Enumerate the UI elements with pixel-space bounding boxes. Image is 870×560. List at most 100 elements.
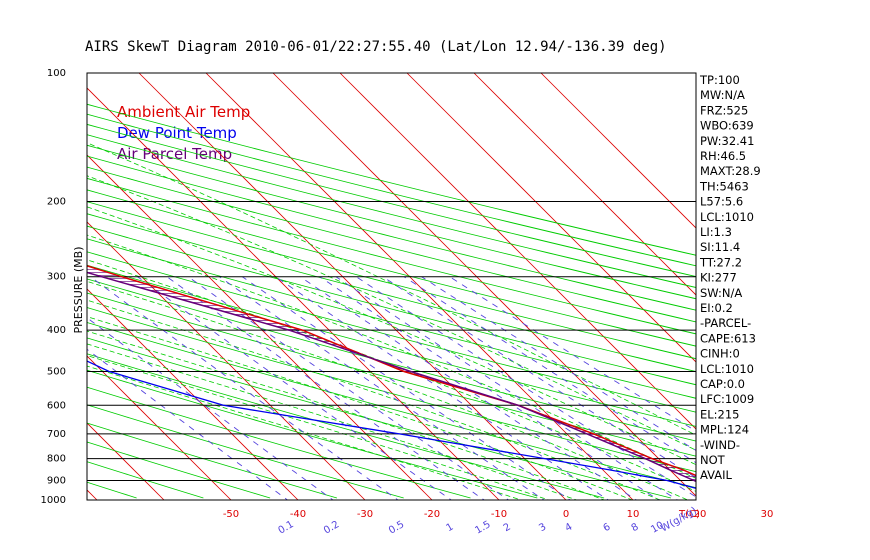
temp-tick-bottom: 30 <box>761 509 774 520</box>
dry-adiabat <box>87 144 696 300</box>
index-entry: LFC:1009 <box>700 392 754 406</box>
index-entry: SW:N/A <box>700 286 742 300</box>
pressure-tick-label: 300 <box>47 272 66 283</box>
mixing-ratio-tick: 3 <box>537 521 548 534</box>
dry-adiabat <box>87 369 538 499</box>
chart-title: AIRS SkewT Diagram 2010-06-01/22:27:55.4… <box>85 39 667 55</box>
mixing-ratio-tick: 0.2 <box>322 519 341 536</box>
isotherm-line <box>0 73 30 500</box>
index-entry: CAP:0.0 <box>700 377 745 391</box>
mixing-ratio-tick: 1.5 <box>473 519 492 536</box>
dry-adiabat <box>87 422 338 499</box>
pressure-tick-label: 1000 <box>41 495 66 506</box>
parcel-temp-line <box>87 271 696 483</box>
moist-adiabat <box>87 343 578 500</box>
pressure-tick-label: 700 <box>47 429 66 440</box>
dry-adiabat <box>87 404 404 499</box>
mixing-ratio-line <box>319 276 660 500</box>
dry-adiabat <box>87 251 696 413</box>
dry-adiabat <box>87 238 696 399</box>
index-entry: FRZ:525 <box>700 103 748 117</box>
mixing-ratio-line <box>275 276 610 500</box>
isotherm-line <box>205 73 634 500</box>
moist-adiabat <box>87 234 696 479</box>
index-entry: CAPE:613 <box>700 331 756 345</box>
temp-tick-bottom: 10 <box>627 509 640 520</box>
x-axis-label: T(C) <box>678 509 700 520</box>
mixing-ratio-line <box>242 276 571 500</box>
mixing-ratio-tick: 4 <box>563 521 574 534</box>
legend: Ambient Air Temp Dew Point Temp Air Parc… <box>117 103 250 163</box>
mixing-ratio-line <box>355 276 696 498</box>
temp-tick-bottom: -40 <box>290 509 306 520</box>
dry-adiabat <box>87 155 696 311</box>
dry-adiabat <box>87 201 696 360</box>
temp-tick-bottom: 0 <box>563 509 569 520</box>
moist-adiabat <box>87 299 662 500</box>
dry-adiabat <box>87 353 605 499</box>
isotherm-line <box>272 73 696 497</box>
dry-adiabat <box>87 177 696 335</box>
index-entry: AVAIL <box>700 468 733 482</box>
plot-area <box>0 73 696 500</box>
index-entry: LI:1.3 <box>700 225 732 239</box>
dry-adiabat <box>87 337 672 499</box>
pressure-tick-label: 600 <box>47 400 66 411</box>
isotherm-line <box>87 355 232 500</box>
pressure-tick-label: 900 <box>47 475 66 486</box>
mixing-ratio-line <box>90 276 399 500</box>
isotherm-line <box>473 73 696 296</box>
dewpoint-temp-line <box>87 360 696 490</box>
dry-adiabat <box>87 213 696 373</box>
ambient-temp-line <box>87 265 696 477</box>
index-entry: LCL:1010 <box>700 362 754 376</box>
mixing-ratio-line <box>449 276 696 432</box>
y-axis-label: PRESSURE (MB) <box>72 247 85 334</box>
index-entry: EI:0.2 <box>700 301 733 315</box>
dry-adiabat <box>87 278 696 442</box>
index-entry: LCL:1010 <box>700 210 754 224</box>
dry-adiabat <box>87 123 696 278</box>
moist-adiabat <box>87 316 634 500</box>
mixing-ratio-tick: 8 <box>630 521 641 534</box>
temp-tick-bottom: -20 <box>424 509 440 520</box>
plot-frame <box>86 72 697 501</box>
index-entry: MPL:124 <box>700 423 749 437</box>
dry-adiabat <box>87 189 696 347</box>
dry-adiabat <box>87 103 696 256</box>
index-entry: EL:215 <box>700 407 740 421</box>
pressure-tick-label: 400 <box>47 325 66 336</box>
index-entry: -WIND- <box>700 438 740 452</box>
mixing-ratio-line <box>187 276 510 500</box>
isotherm-line <box>406 73 696 363</box>
moist-adiabat <box>87 330 606 500</box>
temp-tick-bottom: 20 <box>694 509 707 520</box>
index-entry: L57:5.6 <box>700 195 743 209</box>
index-entry: PW:32.41 <box>700 134 754 148</box>
isotherm-line <box>87 154 433 500</box>
mixing-ratio-tick: 2 <box>502 521 513 534</box>
temp-tick-bottom: -30 <box>357 509 373 520</box>
index-entry: -PARCEL- <box>700 316 751 330</box>
mixing-ratio-tick: 0.5 <box>387 519 406 536</box>
moist-adiabat <box>87 175 696 451</box>
mixing-ratio-tick: 6 <box>602 521 613 534</box>
index-entry: CINH:0 <box>700 347 740 361</box>
pressure-tick-label: 500 <box>47 366 66 377</box>
dry-adiabat <box>87 113 696 267</box>
index-entry: KI:277 <box>700 271 737 285</box>
moist-adiabat <box>87 355 550 500</box>
moist-adiabat <box>87 365 523 500</box>
mixing-ratio-line <box>382 276 696 479</box>
index-entry: TT:27.2 <box>699 255 742 269</box>
index-entry: MAXT:28.9 <box>700 164 761 178</box>
index-entry: TP:100 <box>699 73 740 87</box>
index-entry: WBO:639 <box>700 119 754 133</box>
dry-adiabat <box>87 166 696 323</box>
pressure-tick-label: 100 <box>47 68 66 79</box>
moist-adiabat <box>87 142 696 436</box>
temp-tick-bottom: -10 <box>491 509 507 520</box>
dry-adiabat <box>87 307 696 473</box>
